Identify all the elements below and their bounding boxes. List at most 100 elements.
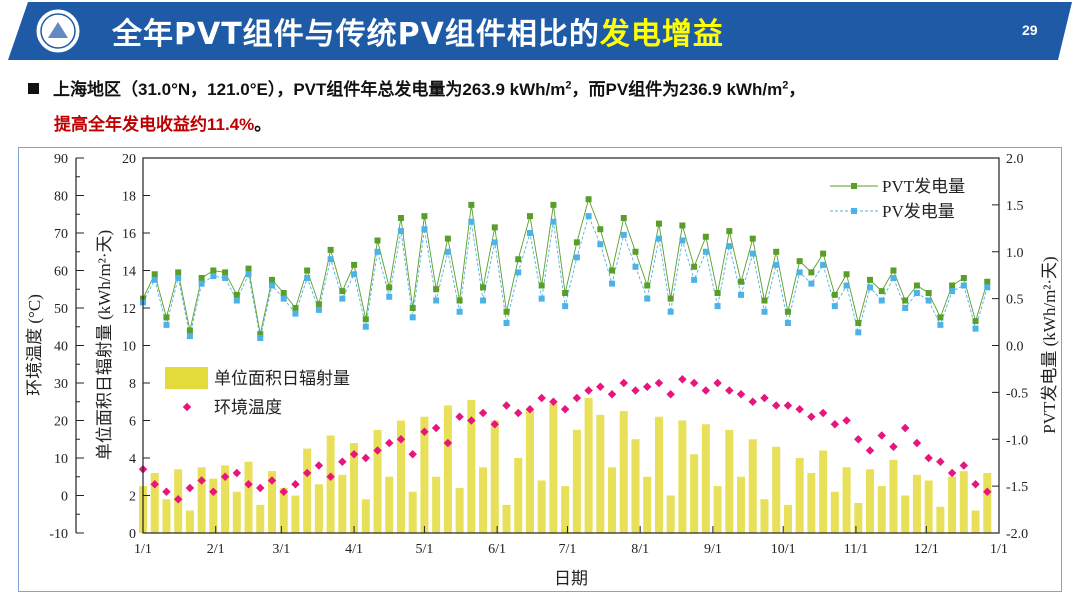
pvt-point — [843, 271, 850, 278]
x-tick-label: 11/1 — [844, 542, 868, 557]
right-tick-label: 0.0 — [1006, 340, 1024, 355]
legend-pv-label: PV发电量 — [882, 202, 955, 221]
pv-point — [433, 297, 440, 304]
temperature-point — [572, 393, 582, 403]
pv-point — [679, 237, 686, 244]
temperature-point — [185, 483, 195, 493]
pv-point — [902, 305, 909, 311]
pvt-point — [890, 267, 897, 274]
pv-point — [855, 329, 862, 336]
radiation-bar — [948, 476, 957, 533]
pv-point — [491, 239, 498, 246]
pvt-point — [315, 301, 322, 308]
pv-point — [937, 321, 944, 328]
radiation-bar — [678, 420, 687, 533]
pvt-point — [796, 258, 803, 265]
radiation-bar — [596, 414, 605, 533]
pvt-line — [142, 197, 988, 335]
pv-point — [515, 269, 522, 276]
temperature-tick-label: 40 — [54, 340, 68, 355]
pvt-point — [163, 314, 170, 321]
temperature-point — [666, 390, 675, 399]
radiation-bar — [866, 469, 875, 533]
pv-point — [796, 269, 803, 276]
pv-point — [585, 213, 592, 220]
x-tick-label: 1/1 — [990, 542, 1008, 557]
pvt-point — [268, 276, 275, 283]
radiation-bar — [303, 448, 312, 533]
x-tick-label: 8/1 — [631, 542, 649, 557]
radiation-bar — [549, 403, 558, 533]
temperature-point — [291, 480, 300, 489]
temperature-point — [959, 461, 969, 470]
pv-point — [726, 243, 733, 250]
temperature-point — [689, 378, 699, 388]
radiation-bar — [185, 510, 194, 533]
temperature-point — [936, 457, 945, 466]
pvt-point — [831, 291, 838, 298]
temperature-point — [385, 438, 394, 448]
pv-point — [620, 231, 627, 238]
radiation-bar — [490, 420, 499, 533]
radiation-tick-label: 14 — [122, 265, 136, 280]
radiation-bar — [291, 495, 300, 533]
right-tick-label: -2.0 — [1006, 527, 1028, 542]
radiation-bar — [244, 461, 253, 533]
pvt-point — [409, 305, 416, 311]
temperature-point — [889, 442, 898, 451]
pvt-point — [960, 275, 967, 281]
pv-point — [949, 288, 956, 295]
temperature-tick-label: 20 — [54, 415, 68, 430]
legend-pvt-label: PVT发电量 — [882, 177, 965, 196]
temperature-point — [502, 401, 511, 410]
temperature-point — [244, 480, 253, 489]
x-tick-label: 7/1 — [559, 542, 577, 557]
bullet-square-icon — [28, 83, 39, 94]
page-title: 全年PVT组件与传统PV组件相比的发电增益 — [112, 17, 724, 52]
pv-point — [292, 310, 299, 317]
temperature-point — [830, 420, 840, 429]
pvt-point — [292, 305, 299, 311]
legend-top-right: PVT发电量 PV发电量 — [830, 177, 965, 221]
temperature-tick-label: 10 — [54, 452, 68, 467]
pvt-point — [362, 316, 369, 323]
temperature-point — [807, 412, 816, 421]
radiation-bar — [654, 416, 663, 533]
pvt-point — [198, 275, 205, 281]
temperature-point — [361, 453, 371, 463]
radiation-bar — [830, 491, 839, 533]
radiation-tick-label: 4 — [129, 452, 136, 467]
legend-bottom-left: 单位面积日辐射量 环境温度 — [165, 367, 350, 417]
pv-point — [456, 308, 463, 315]
summary-line: 上海地区（31.0°N，121.0°E），PVT组件年总发电量为263.9 kW… — [28, 75, 805, 100]
pvt-point — [468, 201, 475, 208]
temperature-point — [513, 408, 523, 418]
radiation-bar — [971, 510, 980, 533]
x-tick-label: 10/1 — [771, 542, 796, 557]
right-tick-label: 1.5 — [1006, 199, 1024, 214]
x-tick-label: 3/1 — [272, 542, 290, 557]
radiation-bar — [713, 486, 722, 533]
radiation-bar — [502, 504, 511, 533]
page-number: 29 — [1022, 22, 1038, 38]
x-tick-label: 12/1 — [914, 542, 939, 557]
pv-point — [890, 275, 897, 281]
radiation-bar — [537, 480, 546, 533]
pvt-point — [644, 282, 651, 289]
temperature-point — [783, 401, 793, 410]
temperature-tick-label: 60 — [54, 265, 68, 280]
radiation-bar — [561, 486, 570, 533]
legend-radiation-swatch — [165, 367, 208, 389]
radiation-bar — [361, 499, 370, 533]
temperature-point — [701, 386, 711, 395]
radiation-bar — [819, 450, 828, 533]
pvt-point — [491, 224, 498, 231]
pv-point — [702, 248, 709, 255]
pv-point — [397, 228, 404, 235]
pvt-point — [820, 250, 827, 257]
legend-temperature-label: 环境温度 — [214, 398, 282, 417]
pvt-point — [679, 222, 686, 229]
temperature-point — [642, 382, 652, 391]
pv-point — [268, 282, 275, 289]
radiation-bar — [420, 416, 429, 533]
